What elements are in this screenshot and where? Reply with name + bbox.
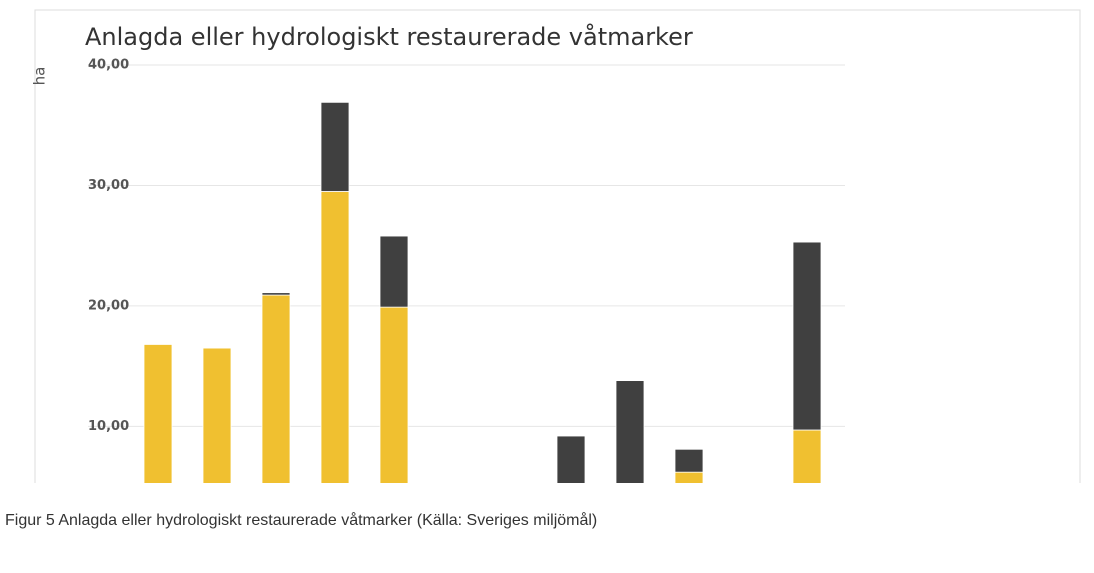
chart-frame xyxy=(34,9,1081,483)
bar-segment xyxy=(261,294,291,483)
bar-segment xyxy=(556,435,586,483)
bar-segment xyxy=(202,347,232,483)
bar-segment xyxy=(674,448,704,473)
bar-segment xyxy=(379,235,409,308)
chart-title: Anlagda eller hydrologiskt restaurerade … xyxy=(85,22,693,51)
bar-segment xyxy=(320,101,350,192)
y-tick-label: 10,00 xyxy=(88,419,129,434)
bar-segment xyxy=(143,344,173,483)
y-axis-label: ha xyxy=(31,67,49,86)
bar-segment xyxy=(792,429,822,483)
bar-segment xyxy=(379,306,409,483)
y-tick-label: 40,00 xyxy=(88,57,129,72)
bar-segment xyxy=(615,380,645,483)
plot xyxy=(88,64,845,483)
bar-segment xyxy=(674,471,704,483)
bar-segment xyxy=(320,191,350,483)
caption: Figur 5 Anlagda eller hydrologiskt resta… xyxy=(5,511,597,529)
y-tick-label: 30,00 xyxy=(88,178,129,193)
bar-segment xyxy=(792,241,822,431)
y-tick-label: 20,00 xyxy=(88,298,129,313)
bar-segment xyxy=(261,292,291,296)
